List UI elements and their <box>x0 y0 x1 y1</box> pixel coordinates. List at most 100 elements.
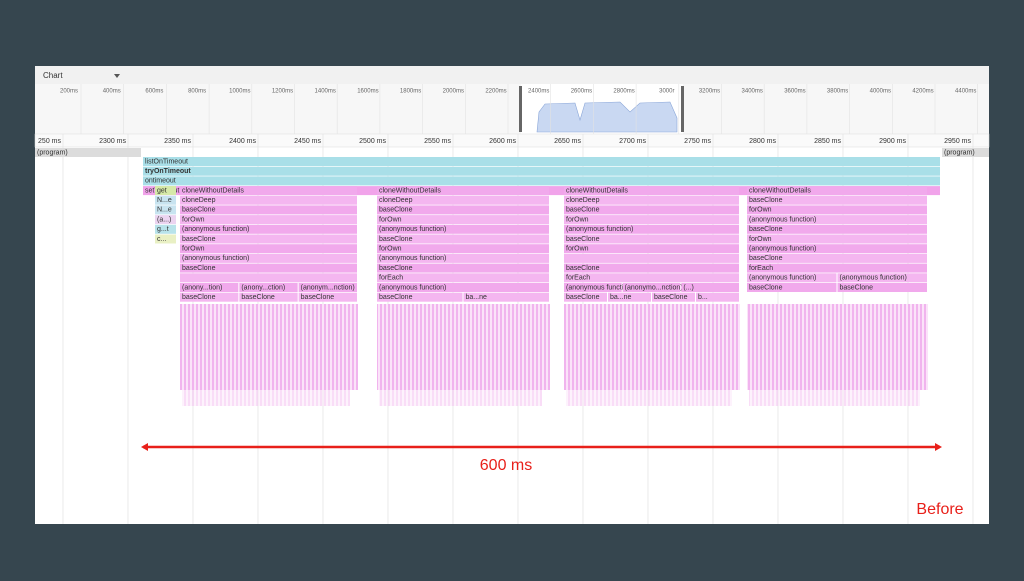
ruler-tick-label: 2700 ms <box>619 138 646 145</box>
call-bar <box>747 186 927 195</box>
call-bar <box>377 224 549 234</box>
ruler-tick-label: 2500 ms <box>359 138 386 145</box>
overview-tick-label: 400ms <box>103 89 121 95</box>
call-label: baseClone <box>749 226 783 233</box>
stack-label: ontimeout <box>145 178 176 185</box>
stack-label: listOnTimeout <box>145 158 188 165</box>
overview-activity <box>536 101 678 133</box>
call-bar <box>747 263 927 273</box>
call-bar <box>564 283 622 292</box>
call-bar <box>155 195 176 205</box>
call-bar <box>239 292 298 302</box>
call-bar <box>837 283 927 292</box>
call-label: cloneWithoutDetails <box>182 187 244 194</box>
overview-tick-label: 1000ms <box>229 89 250 95</box>
call-bar <box>180 244 357 254</box>
call-bar <box>180 224 357 234</box>
call-label: baseClone <box>566 265 600 272</box>
call-bar <box>564 253 739 263</box>
call-stripes <box>182 390 350 406</box>
call-bar <box>564 195 739 205</box>
dropdown-arrow[interactable] <box>114 74 120 78</box>
call-label: (anony...tion) <box>182 284 222 291</box>
overview-tick-label: 4200ms <box>912 89 933 95</box>
call-label: cloneDeep <box>182 197 216 204</box>
program-label: (program) <box>944 149 975 156</box>
call-label: baseClone <box>182 294 216 301</box>
program-bar <box>942 148 989 157</box>
call-bar <box>180 195 357 205</box>
call-bar <box>239 283 298 292</box>
call-label: forOwn <box>379 246 402 253</box>
overview-tick-label: 2600ms <box>571 89 592 95</box>
ruler <box>34 133 990 148</box>
call-label: (anonymous function) <box>566 226 633 233</box>
call-bar <box>652 292 695 302</box>
ruler-tick-label: 2450 ms <box>294 138 321 145</box>
call-label: (...) <box>683 284 694 291</box>
overview-tick-label: 2000ms <box>443 89 464 95</box>
call-bar <box>155 186 176 195</box>
call-label: forOwn <box>182 216 205 223</box>
selection-handle[interactable] <box>519 86 522 132</box>
stack-bar <box>143 166 940 176</box>
call-label: baseClone <box>182 236 216 243</box>
call-bar <box>564 244 739 254</box>
ruler-tick-label: 2300 ms <box>99 138 126 145</box>
call-bar <box>180 234 357 244</box>
call-bar <box>180 283 239 292</box>
call-label: (anonymo...nction) <box>625 284 683 291</box>
ruler-tick-label: 2800 ms <box>749 138 776 145</box>
overview-tick-label: 1600ms <box>357 89 378 95</box>
call-label: baseClone <box>840 284 874 291</box>
call-label: baseClone <box>379 207 413 214</box>
call-label: (anonymous function) <box>182 226 249 233</box>
call-bar <box>180 186 357 195</box>
call-label: (anonymous function) <box>749 275 816 282</box>
call-bar <box>747 224 927 234</box>
call-label: baseClone <box>749 284 783 291</box>
selection-handle[interactable] <box>681 86 684 132</box>
call-bar <box>747 244 927 254</box>
overview <box>35 84 989 134</box>
call-label: baseClone <box>379 265 413 272</box>
call-label: baseClone <box>182 265 216 272</box>
overview-tick-label: 3200ms <box>699 89 720 95</box>
call-stripes <box>749 390 920 406</box>
call-label: baseClone <box>241 294 275 301</box>
call-bar <box>180 273 357 283</box>
call-label: cloneWithoutDetails <box>379 187 441 194</box>
call-bar <box>696 292 739 302</box>
call-bar <box>608 292 651 302</box>
call-label: ba...ne <box>610 294 632 301</box>
program-label: (program) <box>37 149 68 156</box>
call-stripes <box>564 304 740 390</box>
call-label: forOwn <box>749 236 772 243</box>
call-label: cloneDeep <box>566 197 600 204</box>
call-bar <box>155 224 176 234</box>
call-bar <box>747 253 927 263</box>
call-label: ba...ne <box>466 294 488 301</box>
call-label: forOwn <box>566 246 589 253</box>
ruler-tick-label: 2750 ms <box>684 138 711 145</box>
call-label: (anonymous function) <box>379 226 446 233</box>
overview-tick-label: 4000ms <box>870 89 891 95</box>
call-stripes <box>566 390 732 406</box>
ruler-tick-label: 2400 ms <box>229 138 256 145</box>
call-bar <box>377 244 549 254</box>
ruler-tick-label: 2850 ms <box>814 138 841 145</box>
overview-tick-label: 3000r <box>659 89 674 95</box>
call-label: baseClone <box>379 236 413 243</box>
call-bar <box>155 234 176 244</box>
call-label: forEach <box>379 275 403 282</box>
call-label: g...t <box>157 226 169 233</box>
call-label: N...e <box>157 197 172 204</box>
call-label: forOwn <box>379 216 402 223</box>
call-bar <box>180 215 357 225</box>
call-label: forOwn <box>182 246 205 253</box>
call-label: forOwn <box>749 207 772 214</box>
panel-title[interactable]: Chart <box>43 71 63 80</box>
call-bar <box>747 273 837 283</box>
overview-tick-label: 3800ms <box>827 89 848 95</box>
call-label: (anonymous function) <box>749 246 816 253</box>
